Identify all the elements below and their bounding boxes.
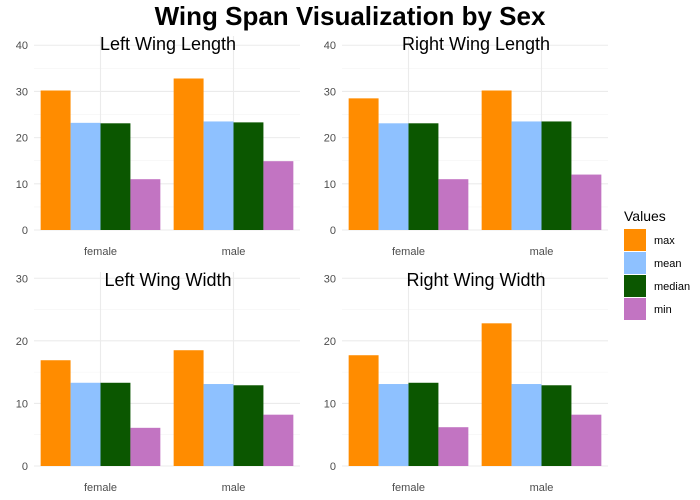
panel-1: 0 10 20 30 40 female male Left Wing Length bbox=[16, 34, 300, 258]
legend-swatch-max bbox=[624, 229, 646, 251]
x-tick-label: male bbox=[530, 246, 554, 258]
bar-min-female bbox=[438, 427, 469, 466]
bar-max-male bbox=[173, 350, 204, 466]
y-tick-label: 0 bbox=[330, 225, 336, 237]
bar-min-male bbox=[263, 161, 294, 230]
chart-title: Wing Span Visualization by Sex bbox=[155, 1, 546, 31]
legend-label-median: median bbox=[654, 281, 690, 293]
panel-title: Left Wing Width bbox=[104, 270, 231, 290]
legend-swatch-min bbox=[624, 298, 646, 320]
bar-median-female bbox=[100, 382, 131, 466]
x-tick-label: male bbox=[222, 482, 246, 494]
bar-median-female bbox=[408, 382, 439, 466]
legend-label-max: max bbox=[654, 235, 675, 247]
y-tick-label: 20 bbox=[16, 133, 28, 145]
panel-title: Right Wing Length bbox=[402, 34, 550, 54]
y-tick-label: 30 bbox=[16, 273, 28, 285]
bar-median-female bbox=[100, 123, 131, 230]
bar-max-male bbox=[481, 90, 512, 230]
bar-max-male bbox=[173, 78, 204, 230]
panels: 0 10 20 30 40 female male Left Wing Length 0 10 20… bbox=[16, 34, 608, 494]
bar-median-male bbox=[233, 122, 264, 230]
bar-median-male bbox=[541, 121, 572, 230]
legend: Values max mean median min bbox=[624, 208, 690, 320]
bar-median-male bbox=[233, 385, 264, 466]
bar-min-male bbox=[571, 414, 602, 466]
bar-mean-male bbox=[511, 384, 542, 466]
y-tick-label: 10 bbox=[324, 179, 336, 191]
y-tick-label: 40 bbox=[16, 40, 28, 52]
bar-max-female bbox=[348, 355, 379, 466]
y-tick-label: 0 bbox=[22, 225, 28, 237]
y-tick-label: 20 bbox=[324, 133, 336, 145]
bar-min-female bbox=[438, 179, 469, 230]
bar-min-male bbox=[263, 414, 294, 466]
x-tick-label: female bbox=[392, 246, 425, 258]
bar-median-female bbox=[408, 123, 439, 230]
bar-mean-female bbox=[70, 122, 101, 230]
panel-4: 0 10 20 30 female male Right Wing Width bbox=[324, 270, 608, 494]
legend-swatch-mean bbox=[624, 252, 646, 274]
panel-title: Right Wing Width bbox=[406, 270, 545, 290]
y-tick-label: 20 bbox=[324, 336, 336, 348]
x-tick-label: male bbox=[222, 246, 246, 258]
legend-label-min: min bbox=[654, 304, 672, 316]
bar-min-male bbox=[571, 174, 602, 230]
bar-mean-male bbox=[203, 121, 234, 230]
panel-title: Left Wing Length bbox=[100, 34, 236, 54]
x-tick-label: male bbox=[530, 482, 554, 494]
bar-max-female bbox=[40, 360, 71, 466]
y-tick-label: 10 bbox=[16, 179, 28, 191]
bar-mean-male bbox=[511, 121, 542, 230]
bar-max-male bbox=[481, 323, 512, 466]
panel-3: 0 10 20 30 female male Left Wing Width bbox=[16, 270, 300, 494]
bar-mean-female bbox=[378, 384, 409, 466]
y-tick-label: 30 bbox=[16, 86, 28, 98]
bar-min-female bbox=[130, 179, 161, 230]
y-tick-label: 20 bbox=[16, 336, 28, 348]
bar-mean-female bbox=[70, 382, 101, 466]
bar-mean-male bbox=[203, 384, 234, 466]
bar-min-female bbox=[130, 427, 161, 466]
bar-median-male bbox=[541, 385, 572, 466]
legend-swatch-median bbox=[624, 275, 646, 297]
y-tick-label: 30 bbox=[324, 86, 336, 98]
bar-max-female bbox=[40, 90, 71, 230]
panel-2: 0 10 20 30 40 female male Right Wing Length bbox=[324, 34, 608, 258]
legend-label-mean: mean bbox=[654, 258, 682, 270]
x-tick-label: female bbox=[392, 482, 425, 494]
legend-title: Values bbox=[624, 208, 666, 224]
bar-mean-female bbox=[378, 123, 409, 230]
y-tick-label: 10 bbox=[16, 398, 28, 410]
bar-max-female bbox=[348, 98, 379, 230]
y-tick-label: 0 bbox=[330, 461, 336, 473]
x-tick-label: female bbox=[84, 246, 117, 258]
y-tick-label: 30 bbox=[324, 273, 336, 285]
y-tick-label: 10 bbox=[324, 398, 336, 410]
y-tick-label: 0 bbox=[22, 461, 28, 473]
x-tick-label: female bbox=[84, 482, 117, 494]
y-tick-label: 40 bbox=[324, 40, 336, 52]
